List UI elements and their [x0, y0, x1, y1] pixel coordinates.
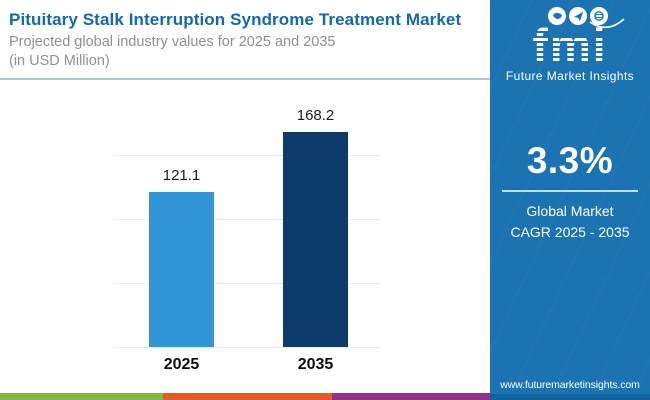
page-title: Pituitary Stalk Interruption Syndrome Tr… — [9, 10, 462, 29]
cagr-divider — [502, 190, 638, 192]
website-link[interactable]: www.futuremarketinsights.com — [500, 379, 640, 391]
subtitle-line2: (in USD Million) — [9, 53, 110, 69]
value-label-2025: 121.1 — [162, 166, 201, 184]
header: Pituitary Stalk Interruption Syndrome Tr… — [0, 0, 490, 71]
bar-2025[interactable] — [149, 191, 214, 347]
sidebar-bottom-strip — [490, 394, 650, 400]
stripe-green — [0, 393, 163, 400]
x-label-2025: 2025 — [163, 356, 200, 373]
plane-icon — [569, 7, 587, 25]
gridline — [113, 347, 381, 348]
cagr-block: 3.3% Global Market CAGR 2025 - 2035 — [490, 140, 650, 243]
cagr-label-line1: Global Market — [526, 203, 614, 219]
fmi-logo: fmi Future Market Insights — [490, 7, 650, 83]
map-icon — [548, 7, 566, 25]
gridline — [113, 283, 381, 284]
value-label-2035: 168.2 — [296, 106, 335, 124]
cagr-value: 3.3% — [526, 140, 614, 181]
sidebar: fmi Future Market Insights 3.3% Global M… — [490, 0, 650, 400]
gridline — [113, 219, 381, 220]
gridline — [113, 155, 381, 156]
globe-icon — [590, 7, 608, 25]
subtitle-line1: Projected global industry values for 202… — [9, 34, 336, 50]
fmi-logo-text: fmi — [532, 19, 608, 71]
stripe-purple — [332, 393, 490, 400]
footer-stripes — [0, 393, 490, 400]
fmi-logo-text-wrap: fmi — [530, 19, 610, 71]
cagr-label-line2: CAGR 2025 - 2035 — [510, 224, 630, 240]
header-divider — [0, 78, 490, 80]
stripe-orange — [163, 393, 332, 400]
chart-panel: Pituitary Stalk Interruption Syndrome Tr… — [0, 0, 490, 400]
bar-2035[interactable] — [283, 131, 348, 347]
orbit-swoosh — [589, 18, 625, 29]
logo-circles — [506, 7, 650, 29]
bar-chart: 121.1 168.2 2025 2035 — [0, 80, 490, 400]
x-label-2035: 2035 — [297, 356, 334, 373]
fmi-logo-caption: Future Market Insights — [505, 69, 635, 83]
